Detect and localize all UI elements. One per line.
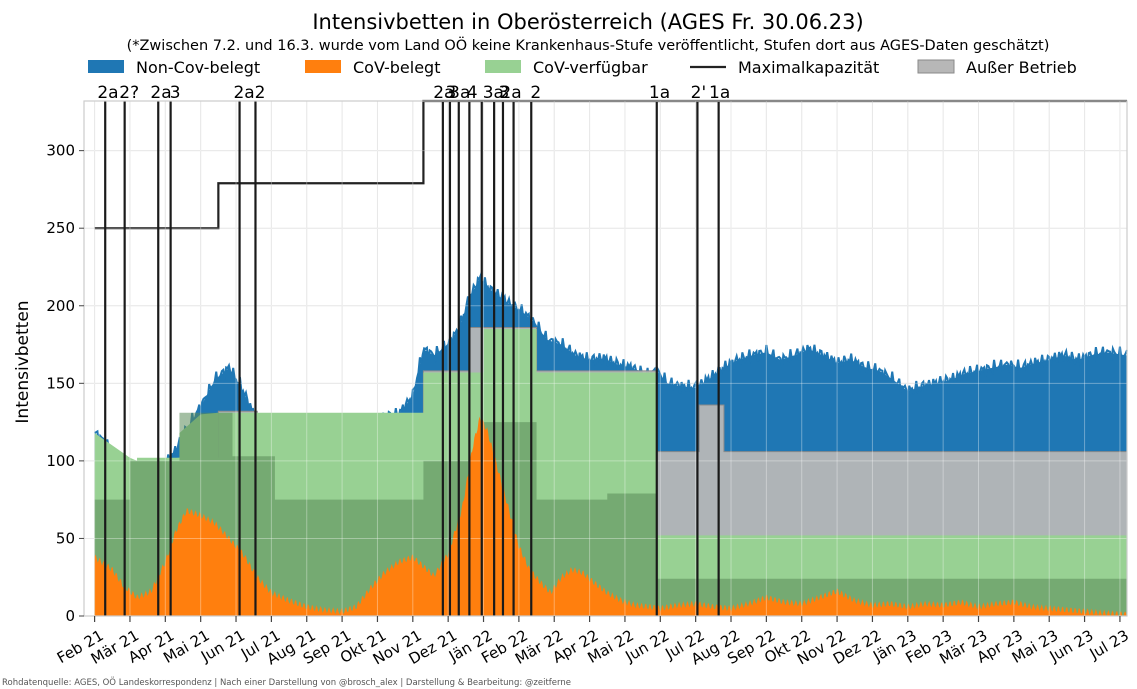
chart-subtitle: (*Zwischen 7.2. und 16.3. wurde vom Land… bbox=[127, 36, 1050, 54]
legend-swatch-avail bbox=[485, 60, 521, 73]
stage-label: 2a bbox=[150, 83, 171, 103]
stage-label: 2a bbox=[233, 83, 254, 103]
series-cov-reserved bbox=[94, 412, 1127, 616]
legend-label-cov: CoV-belegt bbox=[353, 58, 440, 77]
legend-label-avail: CoV-verfügbar bbox=[533, 58, 648, 77]
legend-label-ob: Außer Betrieb bbox=[966, 58, 1077, 77]
y-tick-label: 0 bbox=[65, 607, 75, 625]
y-tick-label: 150 bbox=[46, 374, 75, 392]
stage-label: 3a bbox=[483, 83, 504, 103]
series-layer bbox=[84, 99, 1128, 617]
legend: Non-Cov-belegt CoV-belegt CoV-verfügbar Max… bbox=[88, 58, 1077, 77]
y-axis-label: Intensivbetten bbox=[13, 300, 33, 423]
stage-label: 2a bbox=[500, 83, 521, 103]
stage-label: 2 bbox=[530, 83, 541, 103]
stage-label: 2' bbox=[691, 83, 707, 103]
stage-label: 3 bbox=[170, 83, 181, 103]
legend-label-max: Maximalkapazität bbox=[738, 58, 879, 77]
stage-label: 3 bbox=[499, 83, 510, 103]
gridlines-overlay bbox=[84, 101, 1127, 617]
y-tick-label: 300 bbox=[46, 142, 75, 160]
stage-label: 4 bbox=[467, 83, 478, 103]
legend-swatch-ob bbox=[917, 59, 955, 74]
series-cov-occupied bbox=[94, 416, 1127, 616]
chart-title: Intensivbetten in Oberösterreich (AGES F… bbox=[312, 10, 863, 34]
stage-label: 2? bbox=[119, 83, 139, 103]
y-tick-label: 250 bbox=[46, 219, 75, 237]
source-note: Rohdatenquelle: AGES, OÖ Landeskorrespon… bbox=[2, 677, 571, 688]
stage-label: 3a bbox=[449, 83, 470, 103]
stage-label: 3 bbox=[446, 83, 457, 103]
x-tick-label: Jul 23 bbox=[1086, 626, 1132, 663]
y-tick-label: 200 bbox=[46, 297, 75, 315]
y-tick-label: 100 bbox=[46, 452, 75, 470]
plot-frame bbox=[83, 100, 1128, 617]
plot-area bbox=[83, 99, 1128, 617]
y-tick-label: 50 bbox=[56, 529, 75, 547]
stage-label: 1a bbox=[649, 83, 670, 103]
stage-label: 2a bbox=[97, 83, 118, 103]
legend-swatch-noncov bbox=[88, 60, 124, 73]
legend-label-noncov: Non-Cov-belegt bbox=[136, 58, 260, 77]
stage-label: 1a bbox=[709, 83, 730, 103]
stage-label: 2a bbox=[433, 83, 454, 103]
legend-swatch-cov bbox=[305, 60, 341, 73]
stage-lines bbox=[104, 101, 720, 616]
y-axis: 0 50 100 150 200 250 300 bbox=[46, 142, 84, 625]
stage-label: 2 bbox=[255, 83, 266, 103]
